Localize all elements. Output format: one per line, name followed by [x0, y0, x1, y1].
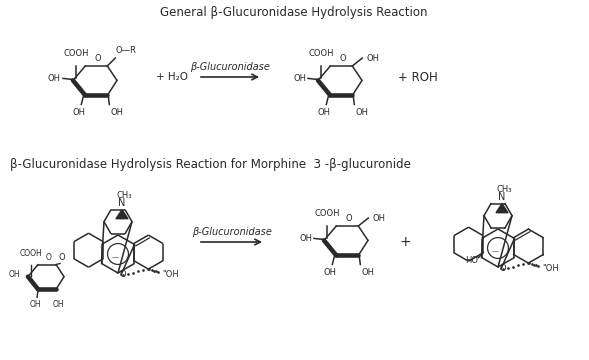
Polygon shape — [496, 204, 508, 213]
Text: OH: OH — [110, 108, 123, 117]
Text: β-Glucuronidase Hydrolysis Reaction for Morphine  3 -β-glucuronide: β-Glucuronidase Hydrolysis Reaction for … — [10, 158, 411, 171]
Text: COOH: COOH — [63, 49, 89, 58]
Text: OH: OH — [355, 108, 368, 117]
Text: COOH: COOH — [19, 249, 42, 258]
Text: O: O — [94, 54, 101, 63]
Text: O: O — [499, 264, 507, 273]
Text: O: O — [345, 214, 352, 223]
Text: N: N — [498, 192, 506, 202]
Text: O: O — [45, 252, 51, 261]
Text: OH: OH — [293, 74, 306, 83]
Text: CH₃: CH₃ — [116, 191, 132, 200]
Text: OH: OH — [8, 270, 20, 279]
Text: OH: OH — [324, 269, 337, 278]
Text: OH: OH — [299, 234, 312, 243]
Text: OH: OH — [318, 108, 331, 117]
Text: O—R: O—R — [115, 46, 136, 55]
Text: HO: HO — [465, 256, 478, 265]
Text: COOH: COOH — [315, 210, 340, 219]
Text: CH₃: CH₃ — [497, 185, 512, 194]
Text: β-Glucuronidase: β-Glucuronidase — [190, 62, 270, 72]
Text: OH: OH — [48, 74, 61, 83]
Text: OH: OH — [73, 108, 86, 117]
Text: O: O — [120, 270, 126, 279]
Text: OH: OH — [372, 213, 385, 222]
Text: OH: OH — [52, 300, 64, 309]
Polygon shape — [116, 210, 128, 219]
Text: OH: OH — [366, 54, 379, 63]
Text: +: + — [399, 235, 411, 249]
Text: + H₂O: + H₂O — [156, 72, 188, 82]
Text: OH: OH — [361, 269, 375, 278]
Text: —: — — [491, 248, 498, 254]
Text: COOH: COOH — [308, 49, 334, 58]
Text: "OH: "OH — [163, 270, 179, 279]
Text: β-Glucuronidase: β-Glucuronidase — [191, 227, 272, 237]
Text: —: — — [111, 254, 118, 260]
Text: N: N — [118, 198, 125, 208]
Text: OH: OH — [29, 300, 41, 309]
Text: O: O — [339, 54, 346, 63]
Text: "OH: "OH — [542, 264, 559, 273]
Text: General β-Glucuronidase Hydrolysis Reaction: General β-Glucuronidase Hydrolysis React… — [160, 6, 428, 19]
Text: O: O — [59, 253, 65, 262]
Text: + ROH: + ROH — [398, 71, 438, 84]
